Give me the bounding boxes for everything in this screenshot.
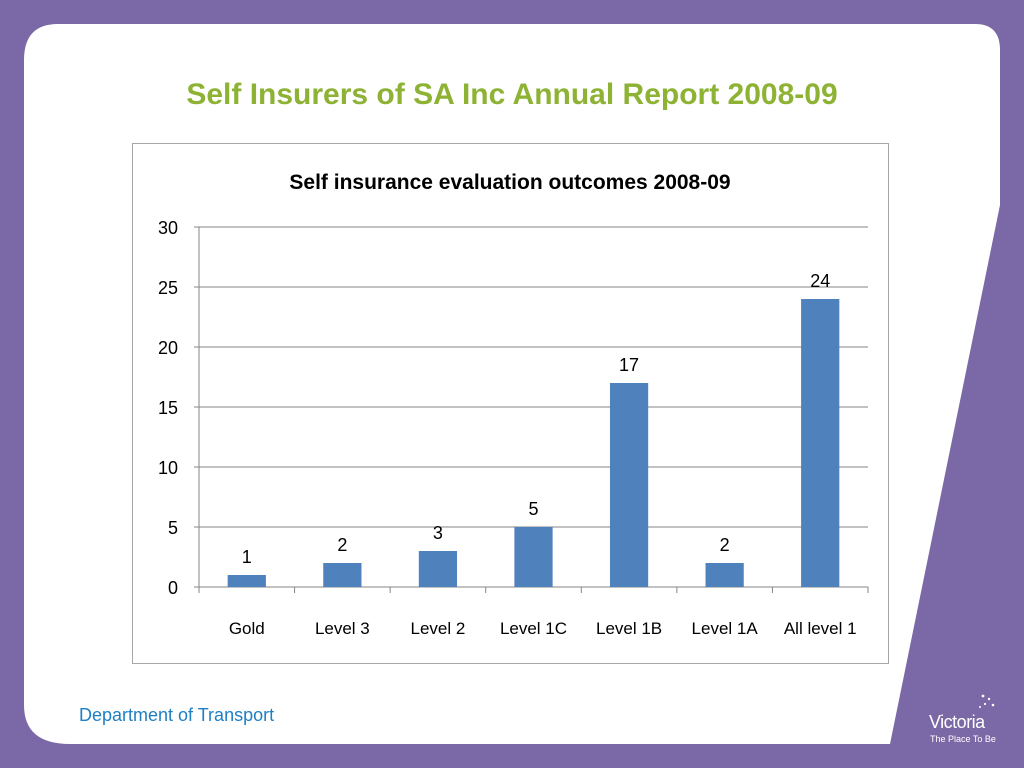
logo-tagline: The Place To Be [930,734,996,744]
x-tick-label: Level 3 [315,619,370,638]
y-tick-label: 25 [158,278,178,298]
data-label: 24 [810,271,830,291]
bar-level-1a [705,563,744,587]
y-tick-label: 20 [158,338,178,358]
bar-level-1c [514,527,553,587]
logo-wordmark: Victoria [929,712,985,732]
slide-title: Self Insurers of SA Inc Annual Report 20… [186,78,838,111]
data-label: 3 [433,523,443,543]
y-tick-label: 5 [168,518,178,538]
bar-all-level-1 [801,299,840,587]
data-label: 17 [619,355,639,375]
y-tick-label: 0 [168,578,178,598]
bar-chart: Self insurance evaluation outcomes 2008-… [158,171,869,638]
star-cluster-icon [979,694,995,708]
x-tick-label: Level 1A [692,619,759,638]
chart-frame: Self insurance evaluation outcomes 2008-… [132,143,889,664]
y-tick-label: 30 [158,218,178,238]
data-label: 2 [337,535,347,555]
bar-level-3 [323,563,362,587]
x-tick-label: Level 1B [596,619,662,638]
data-label: 2 [720,535,730,555]
victoria-logo: Victoria The Place To Be [927,690,999,746]
bar-level-1b [609,383,649,587]
y-tick-label: 15 [158,398,178,418]
x-tick-label: All level 1 [784,619,857,638]
data-label: 1 [242,547,252,567]
x-tick-label: Gold [229,619,265,638]
data-label: 5 [528,499,538,519]
bar-level-2 [418,551,458,587]
y-tick-label: 10 [158,458,178,478]
x-tick-label: Level 2 [411,619,466,638]
x-tick-label: Level 1C [500,619,567,638]
chart-title: Self insurance evaluation outcomes 2008-… [289,171,730,194]
bar-gold [227,575,266,587]
footer-department: Department of Transport [79,705,275,725]
